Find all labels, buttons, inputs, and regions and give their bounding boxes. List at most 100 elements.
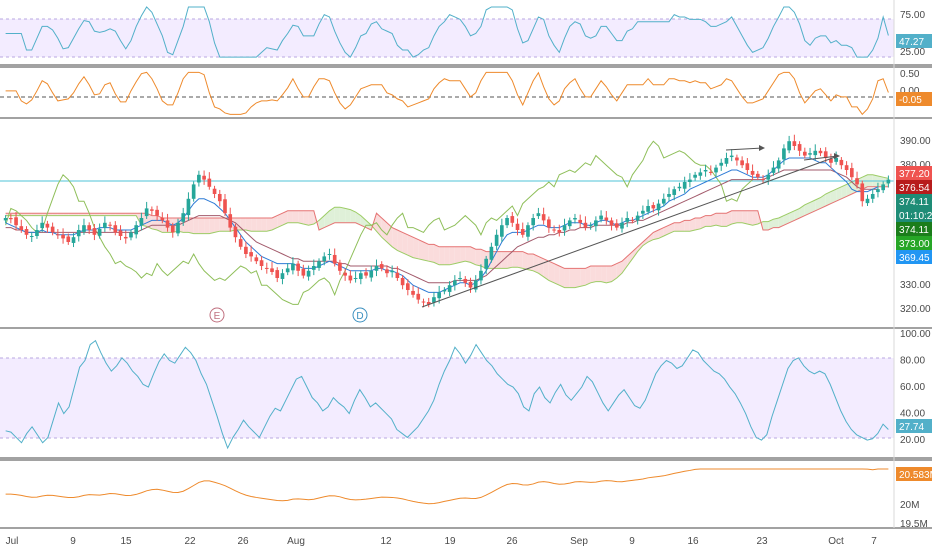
price-scale-tick: 100.00	[900, 329, 931, 340]
candle	[808, 147, 812, 159]
candle	[844, 161, 849, 176]
cloud-segment	[501, 251, 508, 269]
candle	[202, 170, 206, 185]
candle	[468, 277, 473, 293]
candle	[813, 144, 818, 161]
cloud-segment	[303, 210, 309, 226]
candle	[651, 202, 656, 213]
price-scale[interactable]: 75.0025.000.500.00390.00380.00370.00360.…	[900, 10, 931, 530]
candle	[123, 230, 128, 244]
arrow-trendline-short[interactable]	[725, 147, 764, 151]
candle	[207, 172, 212, 190]
candle	[244, 241, 248, 259]
candle	[520, 222, 525, 238]
candle	[118, 225, 123, 241]
candle	[56, 229, 60, 239]
candle	[40, 216, 45, 233]
candle	[500, 218, 504, 242]
time-axis-tick: Sep	[570, 536, 588, 547]
candle	[719, 158, 724, 171]
time-axis-tick: 26	[237, 536, 249, 547]
candle	[787, 135, 791, 154]
candle	[823, 147, 828, 163]
candle	[620, 217, 624, 233]
candle	[212, 185, 217, 199]
cloud-segment	[402, 232, 408, 256]
candle	[614, 219, 619, 231]
candle	[531, 213, 536, 231]
cloud-segment	[418, 239, 424, 260]
cloud-segment	[794, 208, 800, 221]
cloud-segment	[151, 215, 158, 230]
cloud-segment	[110, 213, 116, 216]
candle	[479, 264, 483, 285]
cloud-segment	[386, 222, 393, 247]
candle	[264, 262, 269, 274]
volume-indicator-line	[5, 468, 889, 505]
candle	[364, 268, 368, 279]
event-marker-e[interactable]: E	[209, 307, 225, 323]
candle	[390, 265, 394, 278]
candle	[473, 275, 478, 293]
price-badge: 47.27	[896, 34, 932, 48]
candle	[703, 164, 708, 177]
price-scale-tick: 75.00	[900, 10, 925, 21]
candle	[881, 181, 885, 194]
price-badges: 47.27 -0.05 377.20 376.54 374.11 01:10:28 374.…	[896, 34, 932, 481]
price-badge: 27.74	[896, 419, 932, 433]
time-axis[interactable]: Jul 9 15 22 26 Aug 12 19 26 Sep 9 16 23 Oct 7	[6, 536, 878, 547]
cloud-segment	[663, 225, 669, 236]
candle	[76, 224, 81, 242]
candle	[604, 211, 609, 225]
price-scale-tick: 80.00	[900, 356, 925, 367]
candle	[855, 171, 859, 189]
rsi-short-line	[5, 6, 889, 58]
cloud-segment	[815, 197, 821, 211]
candle	[818, 147, 823, 157]
cloud-segment	[308, 210, 314, 226]
candle	[259, 256, 264, 271]
cloud-segment	[752, 210, 758, 226]
candle	[405, 279, 410, 296]
candle	[834, 151, 838, 165]
svg-text:20.583M: 20.583M	[899, 470, 932, 481]
arrow-trendline-upper[interactable]	[803, 155, 839, 161]
cloud-segment	[804, 202, 811, 216]
cloud-segment	[209, 218, 215, 234]
cloud-segment	[554, 263, 560, 286]
candle	[646, 199, 650, 215]
candle	[411, 285, 415, 298]
candle	[280, 269, 285, 285]
cloud-segment	[747, 210, 753, 226]
cloud-segment	[204, 218, 210, 234]
svg-text:01:10:28: 01:10:28	[899, 211, 932, 222]
candle	[327, 248, 332, 260]
candle	[379, 261, 384, 272]
candle	[484, 255, 489, 275]
oscillator-line	[5, 71, 889, 116]
cloud-segment	[104, 213, 111, 216]
candle	[536, 207, 541, 219]
cloud-segment	[130, 213, 137, 216]
cloud-segment	[57, 213, 64, 216]
cloud-segment	[700, 215, 706, 229]
candle	[353, 271, 358, 283]
cloud-segment	[407, 234, 414, 258]
cloud-segment	[428, 244, 434, 263]
candle	[97, 223, 102, 239]
candle	[165, 213, 170, 232]
cloud-segment	[574, 268, 581, 288]
price-scale-tick: 40.00	[900, 409, 925, 420]
cloud-segment	[277, 213, 283, 228]
cloud-segment	[68, 213, 74, 216]
price-badge: 377.20	[896, 166, 932, 180]
candle	[421, 298, 426, 308]
trendline[interactable]	[421, 155, 839, 308]
candle	[92, 224, 97, 241]
candle	[588, 222, 593, 230]
price-badge: 374.11	[896, 222, 932, 236]
candlesticks	[3, 134, 891, 308]
candle	[24, 226, 29, 239]
event-marker-d[interactable]: D	[352, 307, 368, 323]
